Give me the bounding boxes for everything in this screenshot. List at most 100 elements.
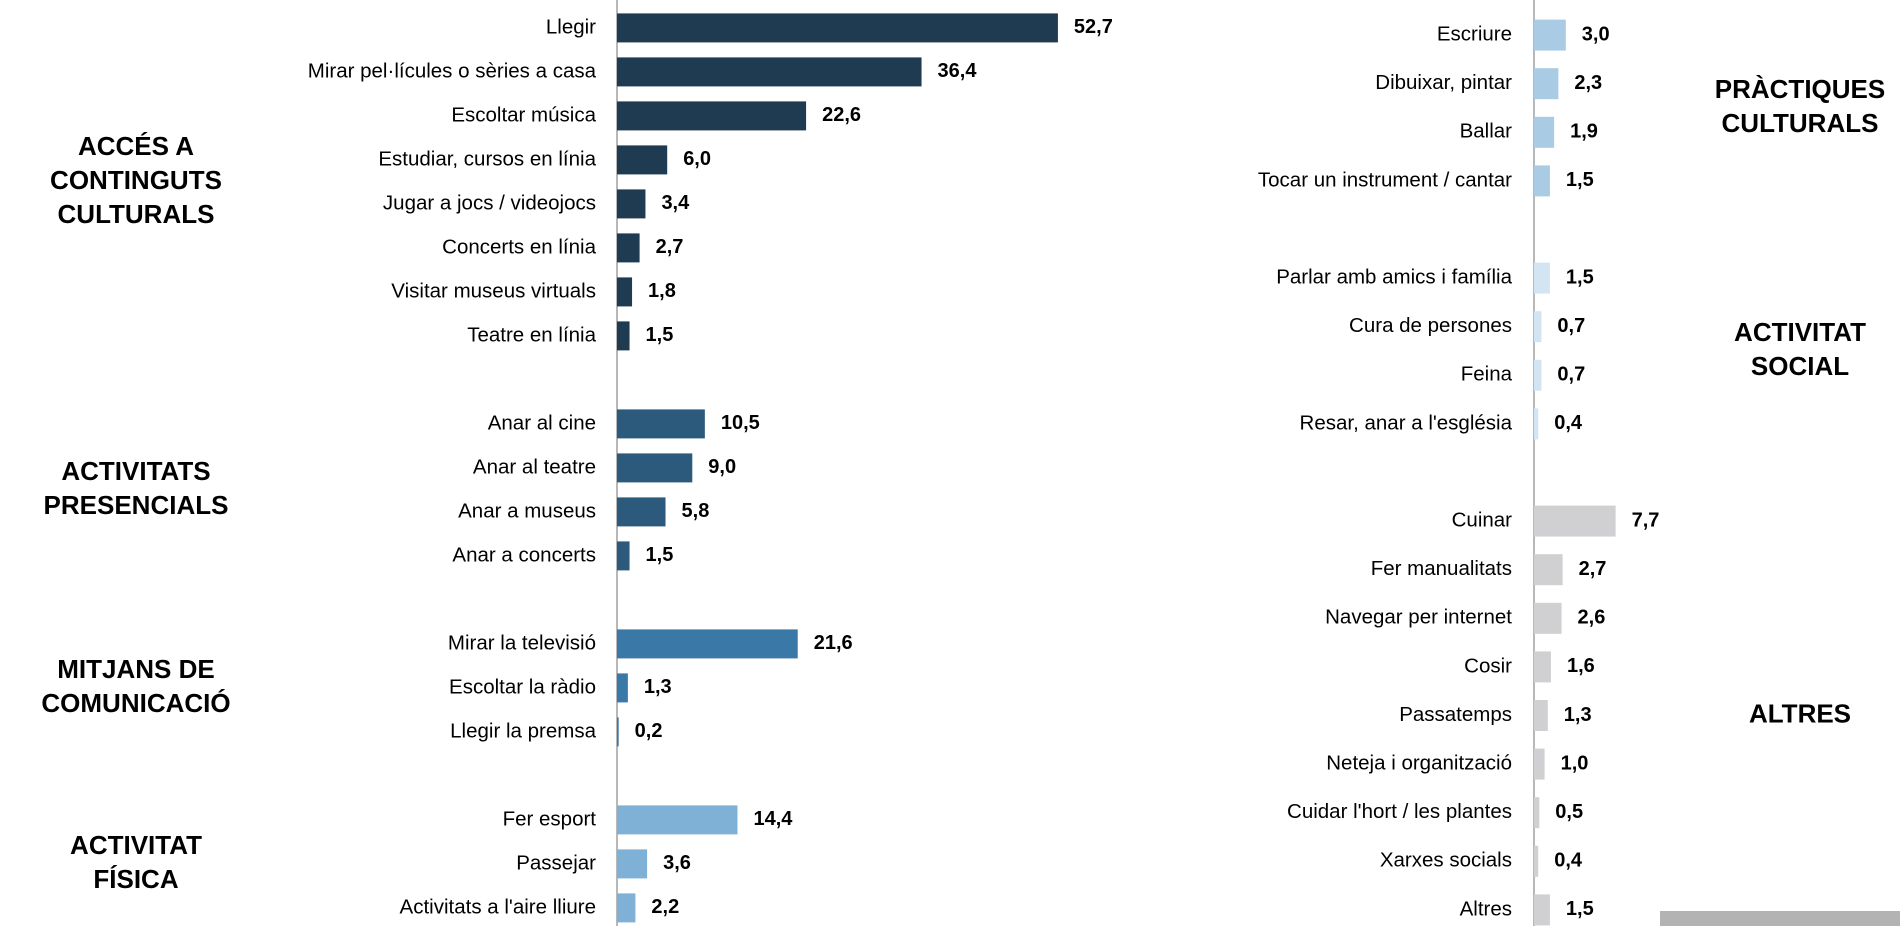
bar (617, 233, 640, 263)
value-label: 1,3 (644, 676, 672, 698)
category-label: Feina (1461, 363, 1513, 386)
group-title: FÍSICA (93, 864, 178, 894)
value-label: 0,4 (1554, 850, 1583, 872)
value-label: 1,9 (1570, 121, 1598, 143)
bar (1534, 797, 1540, 829)
category-label: Xarxes socials (1380, 849, 1512, 872)
value-label: 22,6 (822, 104, 861, 126)
category-label: Ballar (1460, 120, 1513, 143)
bar (617, 453, 693, 483)
bar (617, 101, 807, 131)
value-label: 2,6 (1578, 607, 1606, 629)
group-title: ALTRES (1749, 698, 1851, 728)
category-label: Tocar un instrument / cantar (1258, 168, 1512, 191)
bar (617, 277, 633, 307)
value-label: 2,7 (656, 236, 684, 258)
value-label: 9,0 (708, 456, 736, 478)
value-label: 52,7 (1074, 16, 1113, 38)
bar (1534, 311, 1542, 343)
value-label: 1,5 (646, 324, 674, 346)
category-label: Llegir la premsa (450, 719, 596, 742)
group-title: PRÀCTIQUES (1715, 74, 1885, 104)
value-label: 1,0 (1561, 752, 1589, 774)
category-label: Cura de persones (1349, 314, 1512, 337)
bar (617, 805, 738, 835)
category-label: Navegar per internet (1325, 606, 1512, 629)
bar (1534, 894, 1550, 926)
value-label: 0,5 (1555, 801, 1583, 823)
category-label: Cuidar l'hort / les plantes (1287, 800, 1512, 823)
bar (617, 541, 630, 571)
bar (1534, 554, 1563, 586)
category-label: Visitar museus virtuals (391, 279, 596, 302)
value-label: 1,5 (1566, 266, 1594, 288)
value-label: 6,0 (683, 148, 711, 170)
value-label: 1,6 (1567, 655, 1595, 677)
value-label: 0,4 (1554, 412, 1583, 434)
category-label: Llegir (546, 15, 596, 38)
category-label: Neteja i organització (1326, 752, 1512, 775)
group-title: ACTIVITAT (1734, 317, 1866, 347)
bar (1534, 505, 1616, 537)
bar (1534, 748, 1545, 780)
value-label: 2,3 (1574, 72, 1602, 94)
group-title: MITJANS DE (57, 654, 214, 684)
value-label: 1,3 (1564, 704, 1592, 726)
category-label: Teatre en línia (467, 323, 596, 346)
value-label: 1,5 (1566, 169, 1594, 191)
value-label: 0,7 (1557, 364, 1585, 386)
bar (1534, 845, 1539, 877)
group-title: CULTURALS (58, 199, 215, 229)
value-label: 10,5 (721, 412, 760, 434)
value-label: 1,8 (648, 280, 676, 302)
bar (617, 409, 705, 439)
group-title: COMUNICACIÓ (41, 688, 230, 718)
category-label: Escoltar música (451, 103, 596, 126)
bar (617, 893, 636, 923)
group-title: ACTIVITAT (70, 830, 202, 860)
bar (617, 717, 619, 747)
value-label: 3,0 (1582, 23, 1610, 45)
bar (617, 321, 630, 351)
category-label: Anar a museus (458, 499, 596, 522)
value-label: 3,4 (661, 192, 690, 214)
group-title: PRESENCIALS (44, 490, 229, 520)
category-label: Altres (1460, 897, 1512, 920)
bar (1534, 408, 1539, 440)
group-title: ACTIVITATS (61, 456, 210, 486)
category-label: Parlar amb amics i família (1276, 266, 1512, 289)
value-label: 0,2 (635, 720, 663, 742)
category-label: Jugar a jocs / videojocs (383, 191, 596, 214)
value-label: 36,4 (938, 60, 978, 82)
value-label: 14,4 (753, 808, 793, 830)
bar (617, 629, 798, 659)
bar (1534, 700, 1548, 731)
category-label: Cosir (1464, 654, 1512, 677)
category-label: Estudiar, cursos en línia (378, 147, 596, 170)
category-label: Passejar (516, 851, 596, 874)
bar (1534, 602, 1562, 634)
bar (1534, 262, 1550, 294)
bar (617, 57, 922, 87)
bar (1534, 19, 1566, 51)
bar (1534, 359, 1542, 391)
group-title: SOCIAL (1751, 351, 1849, 381)
bar (617, 673, 628, 703)
value-label: 1,5 (646, 544, 674, 566)
category-label: Resar, anar a l'església (1300, 411, 1513, 434)
bar (617, 849, 648, 879)
bar (617, 13, 1058, 43)
value-label: 2,7 (1579, 558, 1607, 580)
group-title: ACCÉS A (78, 131, 194, 161)
category-label: Escriure (1437, 23, 1512, 46)
bar (617, 145, 668, 175)
category-label: Concerts en línia (442, 235, 596, 258)
bar (1534, 68, 1559, 100)
category-label: Fer manualitats (1371, 557, 1512, 580)
bar (1534, 116, 1555, 148)
value-label: 2,2 (651, 896, 679, 918)
category-label: Escoltar la ràdio (449, 675, 596, 698)
category-label: Mirar la televisió (448, 631, 596, 654)
